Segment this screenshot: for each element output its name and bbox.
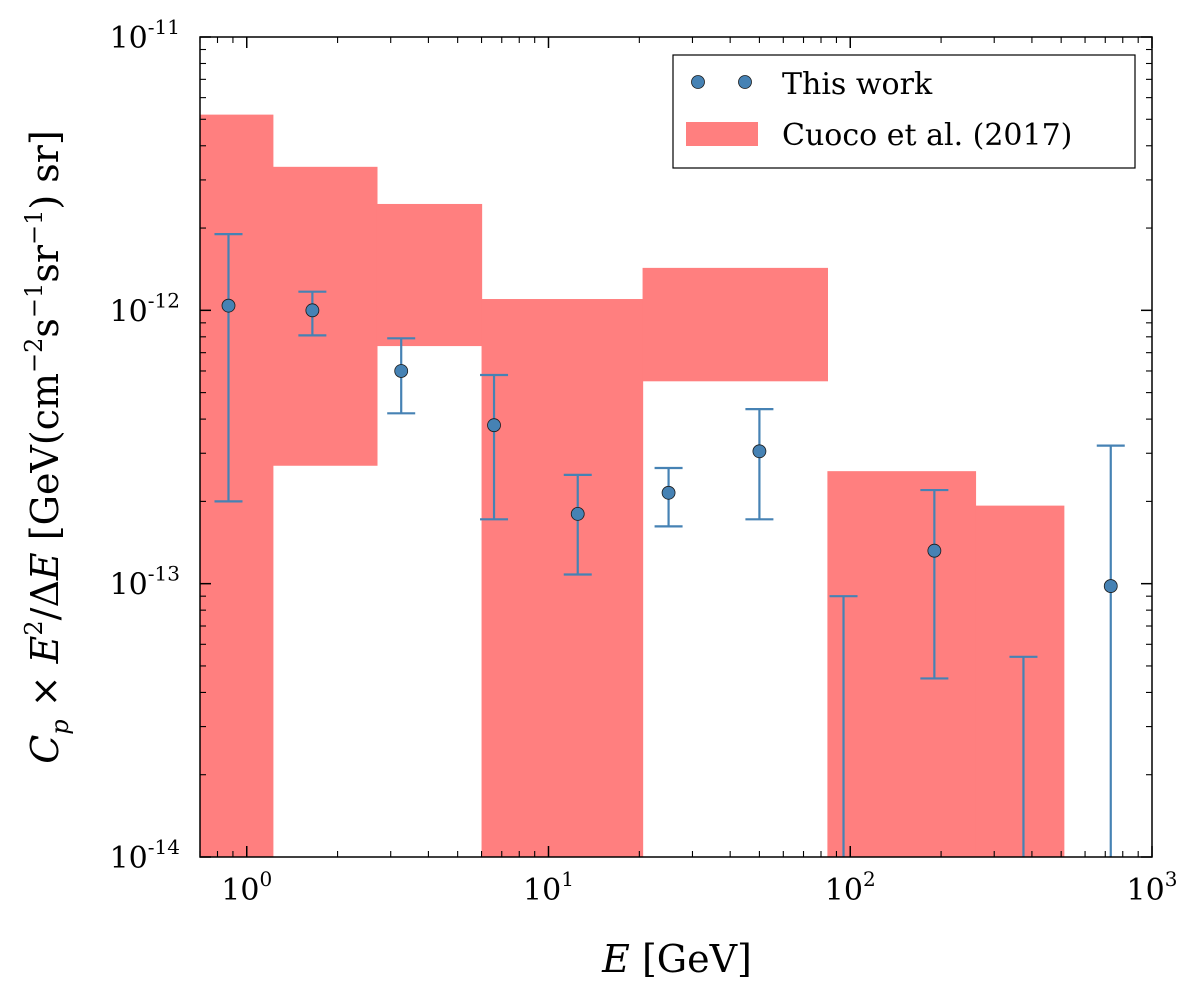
- x-tick-label-2: 101: [523, 867, 574, 908]
- cuoco-band-6: [827, 471, 977, 857]
- x-tick-label-3: 102: [825, 867, 876, 908]
- x-tick-label-1: 100: [221, 867, 272, 908]
- cuoco-band-1: [200, 114, 274, 858]
- plot-frame: [199, 36, 1153, 858]
- x-tick-labels: 100 101 102 103: [221, 867, 1177, 908]
- data-point-3: [394, 364, 409, 378]
- marker-layer: [221, 298, 1118, 593]
- legend-label-this-work: This work: [782, 67, 933, 102]
- legend-box: [672, 54, 1136, 169]
- data-point-1: [221, 298, 236, 313]
- band-layer: [200, 114, 1065, 858]
- y-tick-labels: 10-14 10-13 10-12 10-11: [110, 15, 180, 876]
- legend: This work Cuoco et al. (2017): [672, 54, 1136, 169]
- data-point-9: [927, 543, 942, 558]
- legend-marker-2: [738, 75, 752, 89]
- data-point-2: [305, 303, 320, 318]
- legend-band-swatch: [686, 122, 758, 146]
- data-point-4: [487, 418, 501, 433]
- errorbar-layer: [214, 233, 1125, 857]
- data-point-6: [661, 485, 676, 500]
- y-axis-label: Cp × E2/ΔE [GeV(cm−2s−1sr−1) sr]: [20, 130, 74, 764]
- y-tick-label-1: 10-14: [110, 835, 180, 876]
- y-tick-label-2: 10-13: [110, 562, 180, 603]
- legend-marker-1: [691, 75, 705, 89]
- x-axis-label: E [GeV]: [601, 937, 752, 981]
- cuoco-band-4: [481, 299, 644, 858]
- x-tick-label-4: 103: [1127, 867, 1178, 908]
- cuoco-band-3: [376, 203, 483, 347]
- cuoco-band-5: [642, 267, 828, 382]
- data-point-5: [570, 506, 585, 521]
- cuoco-band-2: [272, 166, 378, 466]
- data-point-7: [752, 444, 767, 459]
- y-tick-label-3: 10-12: [110, 288, 180, 329]
- data-point-11: [1103, 579, 1118, 593]
- y-tick-label-4: 10-11: [110, 15, 180, 56]
- legend-label-cuoco: Cuoco et al. (2017): [782, 118, 1072, 153]
- cuoco-band-7: [975, 505, 1065, 857]
